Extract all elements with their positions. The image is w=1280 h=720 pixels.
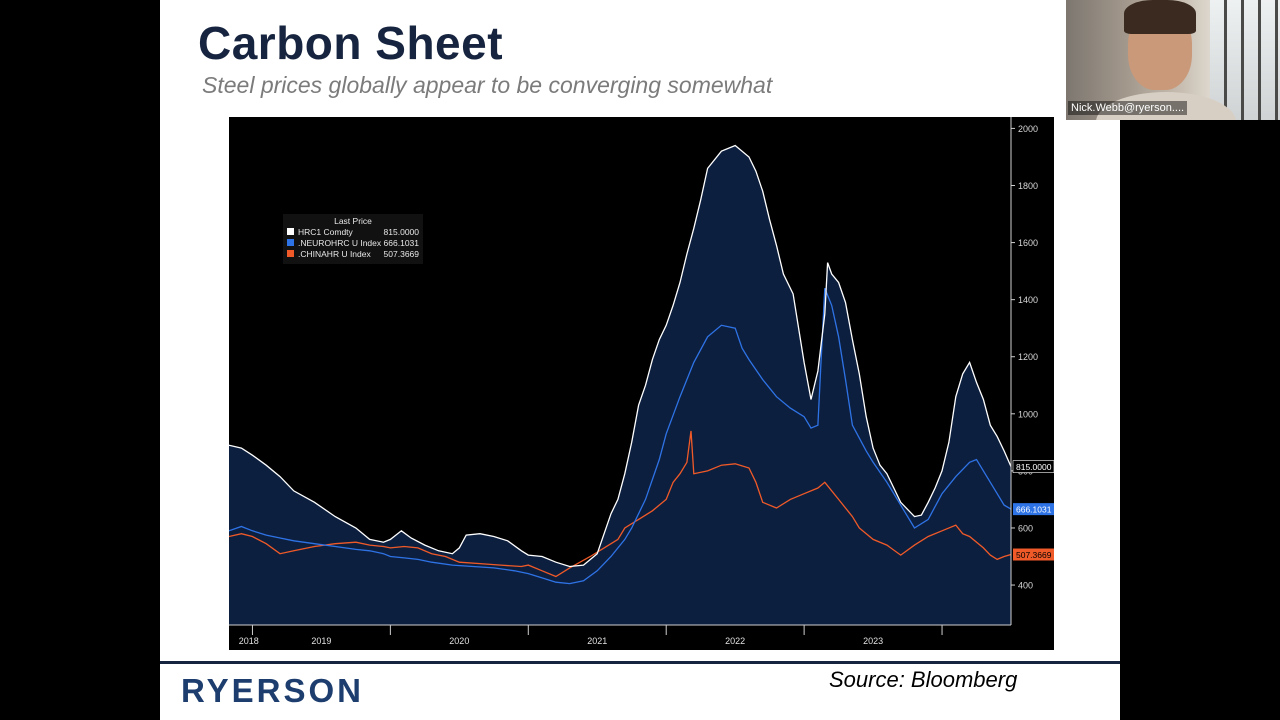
y-tick-label: 1000: [1018, 409, 1038, 419]
last-price-flag: [1013, 548, 1054, 561]
price-chart: 2000180016001400120010008006004002018201…: [229, 117, 1054, 650]
webcam-video-tile[interactable]: Nick.Webb@ryerson....: [1066, 0, 1280, 120]
last-price-flag: [1013, 503, 1054, 516]
x-tick-label: 2018: [239, 636, 259, 646]
legend-swatch: [287, 228, 294, 235]
legend-entry-value: 666.1031: [384, 238, 420, 248]
chart-container: 2000180016001400120010008006004002018201…: [229, 117, 1054, 650]
webcam-participant-hair: [1124, 0, 1196, 34]
series-line-1: [229, 144, 1012, 568]
source-note: Source: Bloomberg: [829, 667, 1018, 692]
legend-entry-label: .NEUROHRC U Index: [298, 238, 382, 248]
slide: Carbon Sheet Steel prices globally appea…: [160, 0, 1120, 720]
legend-entry-label: HRC1 Comdty: [298, 227, 354, 237]
y-tick-label: 1600: [1018, 238, 1038, 248]
x-tick-label: 2023: [863, 636, 883, 646]
last-price-flag-label: 507.3669: [1016, 550, 1052, 560]
last-price-flag-label: 815.0000: [1016, 462, 1052, 472]
slide-subtitle: Steel prices globally appear to be conve…: [202, 72, 773, 98]
legend-title: Last Price: [334, 216, 372, 226]
x-tick-label: 2022: [725, 636, 745, 646]
chart-area-fill: [229, 145, 1011, 625]
legend-entry-label: .CHINAHR U Index: [298, 249, 371, 259]
legend-entry-value: 507.3669: [384, 249, 420, 259]
slide-title: Carbon Sheet: [198, 17, 504, 69]
last-price-flag: [1012, 460, 1054, 473]
ryerson-logo: RYERSON: [181, 672, 364, 709]
legend-swatch: [287, 239, 294, 246]
series-line-3: [229, 430, 1012, 578]
x-tick-label: 2021: [587, 636, 607, 646]
last-price-flag-label: 666.1031: [1016, 505, 1052, 515]
legend-swatch: [287, 250, 294, 257]
webcam-participant-name: Nick.Webb@ryerson....: [1068, 101, 1188, 115]
legend-box: [283, 214, 423, 264]
footer-divider: [160, 661, 1120, 664]
y-tick-label: 1200: [1018, 352, 1038, 362]
x-tick-label: 2020: [449, 636, 469, 646]
y-tick-label: 1400: [1018, 295, 1038, 305]
y-tick-label: 400: [1018, 581, 1033, 591]
series-line-2: [229, 287, 1012, 585]
y-tick-label: 600: [1018, 523, 1033, 533]
legend-entry-value: 815.0000: [384, 227, 420, 237]
y-tick-label: 2000: [1018, 124, 1038, 134]
y-tick-label: 1800: [1018, 181, 1038, 191]
webcam-background-window: [1210, 0, 1280, 120]
x-tick-label: 2019: [311, 636, 331, 646]
